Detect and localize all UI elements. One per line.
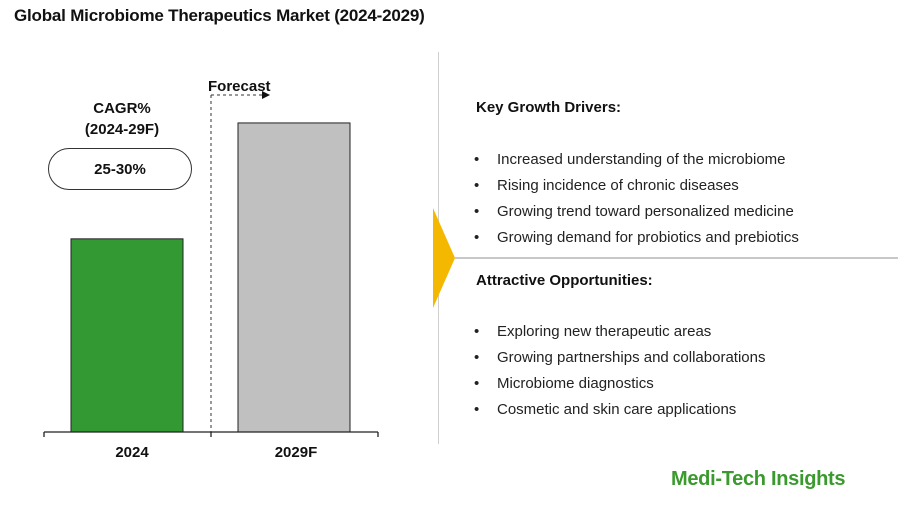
cagr-label: CAGR% (2024-29F) (62, 98, 182, 140)
section-divider (455, 257, 898, 259)
bullet-icon: • (474, 323, 480, 340)
bar-chart: 2024 2029F Forecast (43, 78, 379, 461)
opportunities-item-text: Microbiome diagnostics (497, 375, 654, 392)
x-tick-label: 2024 (115, 444, 149, 461)
forecast-label: Forecast (208, 78, 271, 95)
bar-2024 (70, 238, 184, 433)
bullet-icon: • (474, 349, 480, 366)
drivers-list: • Increased understanding of the microbio… (474, 147, 799, 251)
bullet-icon: • (474, 177, 480, 194)
opportunities-item-text: Exploring new therapeutic areas (497, 323, 712, 340)
brand-logo: Medi-Tech Insights (671, 468, 846, 490)
drivers-item: • Rising incidence of chronic diseases (474, 173, 799, 199)
bullet-icon: • (474, 203, 480, 220)
drivers-item-text: Growing demand for probiotics and prebio… (497, 229, 799, 246)
drivers-item-text: Rising incidence of chronic diseases (497, 177, 739, 194)
forecast-arrow-icon (262, 91, 270, 99)
x-tick-label: 2029F (275, 444, 318, 461)
chevron-right-icon (433, 208, 455, 308)
cagr-label-line1: CAGR% (93, 100, 151, 117)
drivers-title: Key Growth Drivers: (476, 99, 622, 116)
cagr-value: 25-30% (94, 160, 146, 178)
opportunities-item-text: Cosmetic and skin care applications (497, 401, 737, 418)
bullet-icon: • (474, 151, 480, 168)
drivers-item: • Growing trend toward personalized medic… (474, 199, 799, 225)
chart-title: Global Microbiome Therapeutics Market (2… (14, 6, 425, 25)
drivers-item-text: Increased understanding of the microbiom… (497, 151, 786, 168)
opportunities-item: • Exploring new therapeutic areas (474, 319, 765, 345)
drivers-item-text: Growing trend toward personalized medici… (497, 203, 794, 220)
opportunities-item: • Growing partnerships and collaborations (474, 345, 765, 371)
cagr-value-badge: 25-30% (48, 148, 192, 190)
opportunities-list: • Exploring new therapeutic areas • Growing… (474, 319, 765, 423)
bullet-icon: • (474, 401, 480, 418)
bullet-icon: • (474, 375, 480, 392)
opportunities-item: • Cosmetic and skin care applications (474, 397, 765, 423)
opportunities-item: • Microbiome diagnostics (474, 371, 765, 397)
opportunities-title: Attractive Opportunities: (476, 272, 653, 289)
drivers-item: • Increased understanding of the microbio… (474, 147, 799, 173)
bullet-icon: • (474, 229, 480, 246)
bar-2029f (237, 122, 351, 433)
cagr-label-line2: (2024-29F) (84, 121, 160, 138)
drivers-item: • Growing demand for probiotics and prebi… (474, 225, 799, 251)
opportunities-item-text: Growing partnerships and collaborations (497, 349, 766, 366)
